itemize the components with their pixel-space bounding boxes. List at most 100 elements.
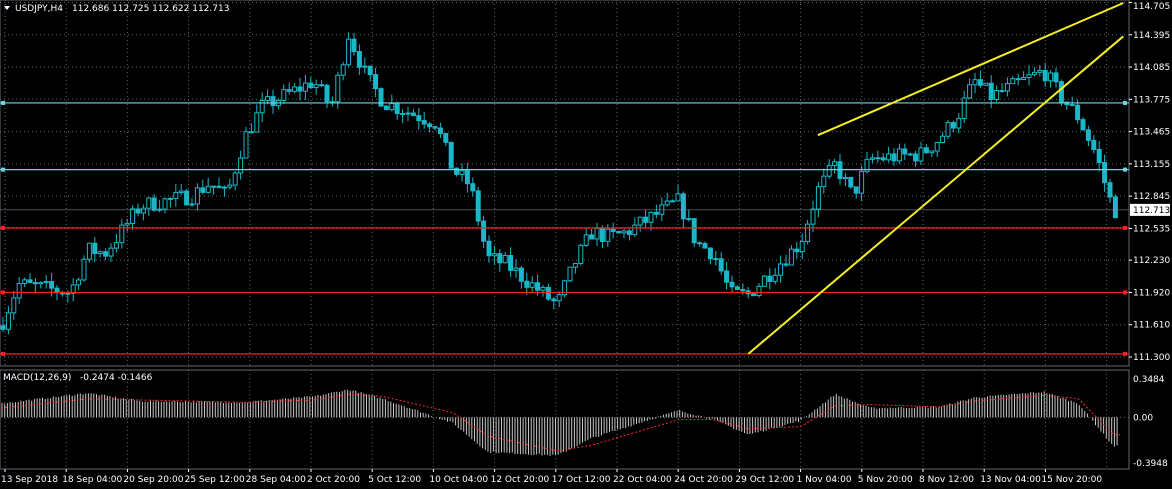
candle-bear: [394, 103, 400, 115]
price-tick-label: 113.155: [1133, 160, 1170, 170]
price-panel[interactable]: 114.705 114.395 114.085 113.775 113.465 113.1…: [0, 0, 1170, 367]
candle-bull: [38, 282, 44, 285]
candle-bull: [389, 103, 395, 111]
candle-bear: [475, 190, 481, 222]
candle-bear: [448, 141, 454, 169]
macd-axis: 0.3484 0.00 -0.3948: [1133, 375, 1168, 469]
time-tick-label: 24 Oct 20:00: [674, 475, 733, 485]
trendline[interactable]: [747, 35, 1124, 355]
candle-bull: [756, 285, 762, 297]
candle-bull: [459, 170, 465, 175]
candle-bear: [913, 153, 919, 162]
price-axis: 114.705 114.395 114.085 113.775 113.465 113.1…: [0, 1, 1170, 363]
candle-bear: [0, 325, 6, 330]
candle-bull: [1048, 72, 1054, 82]
candle-bear: [551, 298, 557, 302]
candle-bull: [1031, 71, 1037, 76]
candle-bear: [1096, 148, 1102, 164]
candle-bull: [292, 86, 298, 92]
time-tick-label: 5 Oct 12:00: [368, 475, 421, 485]
candle-bull: [605, 228, 611, 242]
support-level-handle[interactable]: [1, 290, 5, 295]
candle-bull: [130, 208, 136, 224]
resistance-level-handle[interactable]: [1123, 100, 1127, 105]
candle-bull: [124, 222, 130, 226]
macd-tick-label: 0.3484: [1133, 375, 1165, 385]
macd-tick-label: -0.3948: [1133, 459, 1168, 469]
candle-bear: [707, 247, 713, 260]
candle-bear: [103, 251, 109, 257]
candle-bear: [518, 267, 524, 282]
candle-bear: [135, 208, 141, 214]
candle-bear: [378, 88, 384, 107]
candle-bull: [675, 193, 681, 202]
symbol-dropdown-icon[interactable]: [4, 6, 10, 10]
resistance-level-handle[interactable]: [1, 167, 5, 172]
support-level-handle[interactable]: [1123, 290, 1127, 295]
horizontal-levels[interactable]: [0, 100, 1129, 356]
candle-bear: [286, 89, 292, 92]
time-tick-label: 10 Oct 04:00: [429, 475, 488, 485]
support-level-handle[interactable]: [1123, 351, 1127, 356]
candle-bear: [270, 96, 276, 107]
candle-bear: [923, 147, 929, 154]
support-level-handle[interactable]: [1, 225, 5, 230]
candle-bull: [983, 82, 989, 86]
price-tick-label: 114.705: [1133, 2, 1170, 12]
candle-bear: [1102, 162, 1108, 184]
candle-bear: [497, 253, 503, 264]
candle-bull: [940, 135, 946, 143]
candle-bear: [437, 127, 443, 135]
support-level-handle[interactable]: [1123, 225, 1127, 230]
time-tick-label: 13 Sep 2018: [1, 475, 58, 485]
candle-bull: [11, 297, 17, 314]
candle-bull: [961, 97, 967, 120]
candle-bull: [108, 247, 114, 257]
candle-bull: [788, 248, 794, 266]
candle-bear: [319, 84, 325, 87]
candle-bear: [54, 287, 60, 293]
support-level-handle[interactable]: [1, 351, 5, 356]
candle-bear: [626, 230, 632, 236]
candle-bear: [848, 176, 854, 188]
candle-bull: [491, 253, 497, 257]
candle-bull: [761, 275, 767, 287]
candle-bear: [216, 185, 222, 189]
time-tick-label: 22 Oct 04:00: [613, 475, 672, 485]
candle-bear: [545, 286, 551, 300]
resistance-level-handle[interactable]: [1123, 167, 1127, 172]
candle-bull: [918, 147, 924, 162]
time-tick-label: 29 Oct 12:00: [735, 475, 794, 485]
macd-label: MACD(12,26,9): [3, 373, 71, 383]
time-tick-label: 20 Sep 20:00: [123, 475, 183, 485]
trendlines[interactable]: [747, 2, 1124, 355]
candle-bull: [81, 258, 87, 281]
candle-bull: [167, 197, 173, 200]
candle-bear: [27, 279, 33, 284]
candle-bear: [999, 90, 1005, 93]
trendline[interactable]: [817, 2, 1124, 137]
candle-bull: [43, 281, 49, 284]
candle-bull: [1021, 77, 1027, 81]
candle-bull: [572, 262, 578, 268]
candle-bear: [151, 197, 157, 211]
candle-bull: [302, 82, 308, 92]
candle-bull: [238, 157, 244, 174]
candle-bear: [691, 218, 697, 244]
candle-bear: [470, 183, 476, 192]
macd-panel[interactable]: 0.3484 0.00 -0.3948 MACD(12,26,9) -0.2474 …: [0, 369, 1168, 470]
candle-bull: [529, 282, 535, 288]
candle-bull: [810, 208, 816, 225]
candle-bear: [1091, 139, 1097, 150]
candle-bear: [324, 84, 330, 103]
time-tick-label: 2 Oct 20:00: [307, 475, 360, 485]
candle-bull: [513, 267, 519, 271]
candle-bear: [1042, 70, 1048, 82]
resistance-level-handle[interactable]: [1, 100, 5, 105]
price-tick-label: 111.300: [1133, 353, 1170, 363]
candle-bear: [32, 282, 38, 285]
candle-bear: [1107, 182, 1113, 198]
candle-bull: [362, 65, 368, 68]
candle-bull: [405, 112, 411, 115]
